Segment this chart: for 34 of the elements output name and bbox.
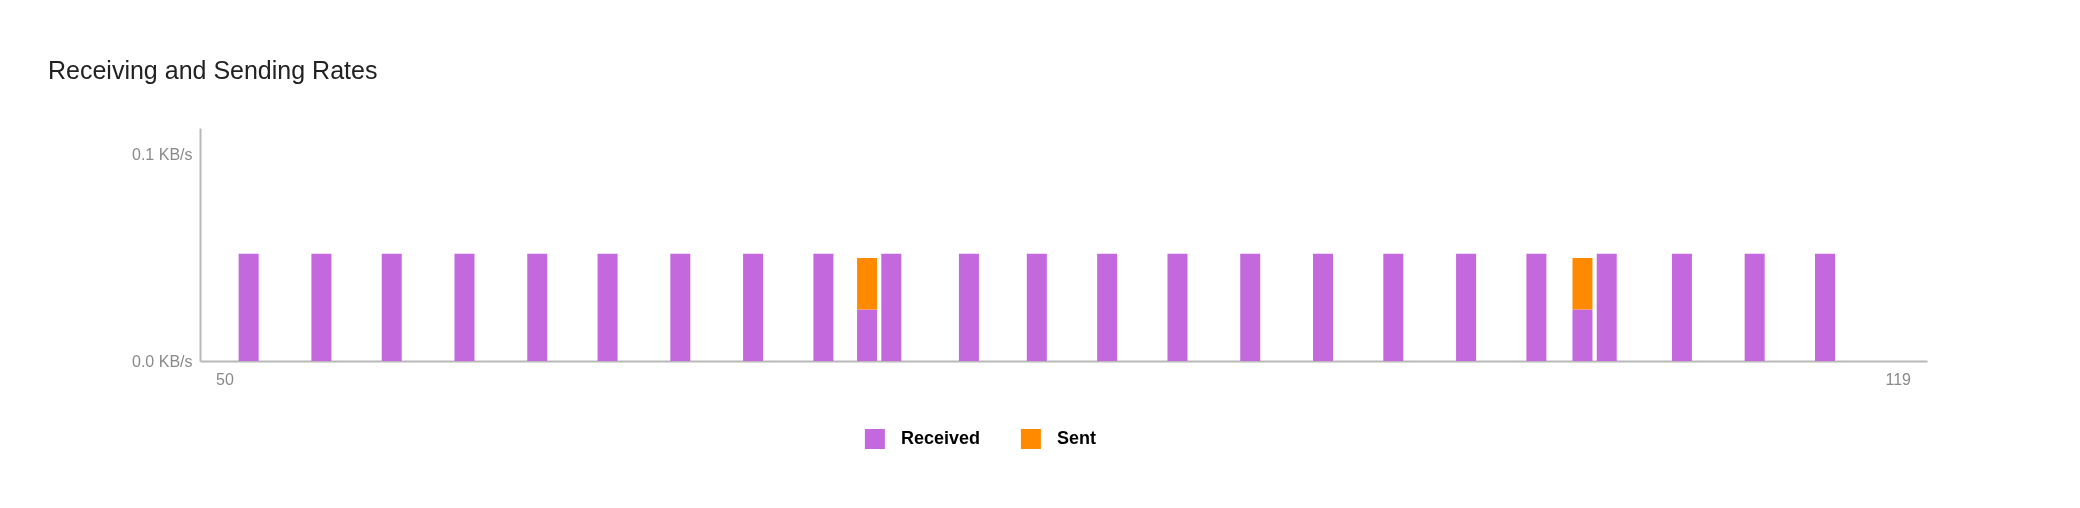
bar <box>1456 253 1477 361</box>
chart-title: Receiving and Sending Rates <box>48 56 378 84</box>
bar <box>1526 253 1547 361</box>
bar <box>881 253 902 361</box>
bar <box>1572 309 1593 361</box>
bar <box>1744 253 1765 361</box>
bar <box>597 253 618 361</box>
bar <box>1671 253 1692 361</box>
bar <box>238 253 259 361</box>
bar <box>813 253 834 361</box>
bar <box>381 253 402 361</box>
bar <box>1596 253 1617 361</box>
bar <box>670 253 691 361</box>
bar <box>1383 253 1404 361</box>
legend-label: Sent <box>1056 428 1096 448</box>
bar <box>857 309 878 361</box>
bar <box>1572 257 1593 310</box>
bar <box>1167 253 1188 361</box>
bar <box>743 253 764 361</box>
y-tick-label: 0.1 KB/s <box>132 146 193 164</box>
x-tick-label: 50 <box>216 370 234 388</box>
y-tick-label: 0.0 KB/s <box>132 352 193 370</box>
bar <box>1312 253 1333 361</box>
x-tick-label: 119 <box>1885 370 1912 388</box>
bar <box>1240 253 1261 361</box>
bar <box>1026 253 1047 361</box>
legend-label: Received <box>900 428 980 448</box>
bar <box>454 253 475 361</box>
bar <box>527 253 548 361</box>
bar <box>1814 253 1835 361</box>
bar <box>1097 253 1118 361</box>
bar <box>958 253 979 361</box>
bar <box>311 253 332 361</box>
bar <box>857 257 878 310</box>
